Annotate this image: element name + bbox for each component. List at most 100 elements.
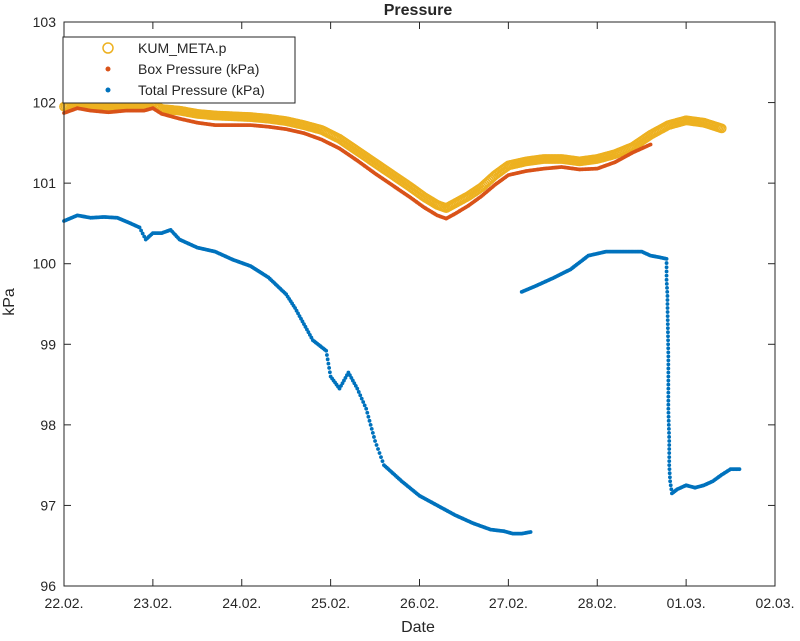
trace-dot-series-2 bbox=[139, 228, 144, 233]
data-point-series-2 bbox=[667, 463, 672, 468]
trace-dot-series-2 bbox=[667, 459, 672, 464]
data-point-series-2 bbox=[737, 467, 742, 472]
trace-dot-series-2 bbox=[665, 326, 670, 331]
trace-dot-series-2 bbox=[666, 390, 671, 395]
trace-dot-series-2 bbox=[666, 394, 671, 399]
data-point-series-2 bbox=[668, 479, 673, 484]
x-tick-label: 24.02. bbox=[222, 595, 261, 611]
chart-title: Pressure bbox=[384, 2, 453, 19]
trace-dot-series-2 bbox=[667, 443, 672, 447]
data-point-series-1 bbox=[648, 142, 653, 147]
x-tick-label: 25.02. bbox=[311, 595, 350, 611]
trace-dot-series-2 bbox=[665, 310, 670, 314]
data-point-series-2 bbox=[664, 256, 669, 261]
trace-dot-series-2 bbox=[666, 346, 671, 351]
trace-dot-series-2 bbox=[665, 298, 670, 302]
trace-dot-series-2 bbox=[666, 414, 671, 419]
x-tick-label: 26.02. bbox=[400, 595, 439, 611]
trace-dot-series-2 bbox=[667, 431, 671, 435]
legend: KUM_META.p Box Pressure (kPa) Total Pres… bbox=[62, 36, 296, 104]
data-point-series-2 bbox=[667, 439, 672, 443]
data-point-series-2 bbox=[373, 439, 377, 443]
trace-dot-series-2 bbox=[367, 418, 372, 423]
trace-dot-series-2 bbox=[666, 410, 671, 415]
y-tick-label: 102 bbox=[33, 95, 57, 111]
trace-dot-series-2 bbox=[666, 330, 670, 335]
trace-dot-series-2 bbox=[140, 231, 145, 236]
x-tick-label: 22.02. bbox=[45, 595, 84, 611]
trace-dot-series-2 bbox=[667, 455, 672, 459]
y-tick-label: 103 bbox=[33, 14, 57, 30]
trace-dot-series-2 bbox=[362, 403, 367, 408]
trace-dot-series-2 bbox=[666, 370, 671, 375]
y-tick-label: 99 bbox=[40, 336, 56, 352]
x-tick-label: 27.02. bbox=[489, 595, 528, 611]
x-tick-label: 02.03. bbox=[756, 595, 795, 611]
trace-dot-series-2 bbox=[666, 334, 670, 339]
trace-dot-series-2 bbox=[665, 285, 669, 290]
y-axis-label: kPa bbox=[1, 288, 18, 316]
x-tick-label: 01.03. bbox=[667, 595, 706, 611]
trace-dot-series-2 bbox=[666, 338, 670, 343]
trace-dot-series-2 bbox=[667, 426, 671, 431]
trace-dot-series-2 bbox=[365, 410, 370, 415]
y-tick-label: 100 bbox=[33, 256, 57, 272]
plot-area bbox=[59, 97, 742, 536]
trace-dot-series-2 bbox=[666, 422, 671, 427]
trace-dot-series-2 bbox=[666, 374, 671, 379]
trace-dot-series-2 bbox=[664, 269, 669, 274]
trace-dot-series-2 bbox=[667, 467, 672, 472]
trace-dot-series-2 bbox=[142, 234, 147, 239]
data-point-series-2 bbox=[665, 302, 670, 306]
data-point-series-2 bbox=[324, 348, 329, 353]
trace-dot-series-2 bbox=[369, 426, 374, 431]
trace-dot-series-2 bbox=[665, 318, 670, 323]
trace-dot-series-2 bbox=[666, 350, 671, 355]
trace-dot-series-2 bbox=[327, 366, 332, 370]
trace-dot-series-2 bbox=[664, 265, 669, 270]
legend-label-kum-meta: KUM_META.p bbox=[138, 40, 227, 56]
trace-dot-series-2 bbox=[370, 431, 375, 435]
trace-dot-series-2 bbox=[666, 366, 671, 371]
trace-dot-series-2 bbox=[666, 378, 671, 383]
trace-dot-series-2 bbox=[666, 398, 671, 403]
trace-dot-series-2 bbox=[380, 459, 385, 464]
trace-dot-series-2 bbox=[666, 362, 671, 367]
trace-dot-series-2 bbox=[358, 393, 363, 398]
x-tick-label: 28.02. bbox=[578, 595, 617, 611]
y-tick-label: 97 bbox=[40, 497, 56, 513]
trace-dot-series-2 bbox=[372, 435, 376, 439]
legend-marker-series-1 bbox=[105, 66, 111, 72]
trace-dot-series-2 bbox=[356, 390, 361, 394]
trace-dot-series-2 bbox=[379, 455, 383, 459]
trace-dot-series-2 bbox=[326, 361, 331, 366]
x-axis-label: Date bbox=[401, 619, 435, 636]
legend-box bbox=[62, 36, 296, 104]
trace-dot-series-2 bbox=[374, 443, 379, 447]
trace-dot-series-2 bbox=[669, 487, 674, 492]
data-point-series-2 bbox=[665, 294, 670, 298]
trace-dot-series-2 bbox=[366, 414, 371, 419]
trace-dot-series-2 bbox=[665, 314, 670, 318]
y-tick-label: 98 bbox=[40, 417, 56, 433]
trace-dot-series-2 bbox=[325, 353, 329, 357]
trace-dot-series-2 bbox=[668, 475, 672, 480]
x-tick-label: 23.02. bbox=[133, 595, 172, 611]
trace-dot-series-2 bbox=[359, 396, 364, 401]
trace-dot-series-2 bbox=[666, 386, 671, 391]
legend-label-box-pressure: Box Pressure (kPa) bbox=[138, 61, 259, 77]
trace-dot-series-2 bbox=[666, 358, 671, 363]
trace-dot-series-2 bbox=[668, 483, 673, 488]
trace-dot-series-2 bbox=[666, 342, 671, 347]
legend-marker-series-2 bbox=[105, 87, 111, 93]
trace-dot-series-2 bbox=[377, 451, 382, 455]
axes: 96 97 98 99 100 101 102 103 22.02. 23.02. 24.02. 25… bbox=[33, 14, 795, 611]
data-point-series-2 bbox=[666, 354, 671, 359]
data-point-series-2 bbox=[355, 386, 360, 391]
trace-dot-series-2 bbox=[665, 306, 670, 310]
trace-dot-series-2 bbox=[325, 357, 330, 362]
trace-dot-series-2 bbox=[666, 402, 671, 407]
legend-marker-series-0 bbox=[102, 42, 114, 54]
legend-label-total-pressure: Total Pressure (kPa) bbox=[138, 82, 265, 98]
